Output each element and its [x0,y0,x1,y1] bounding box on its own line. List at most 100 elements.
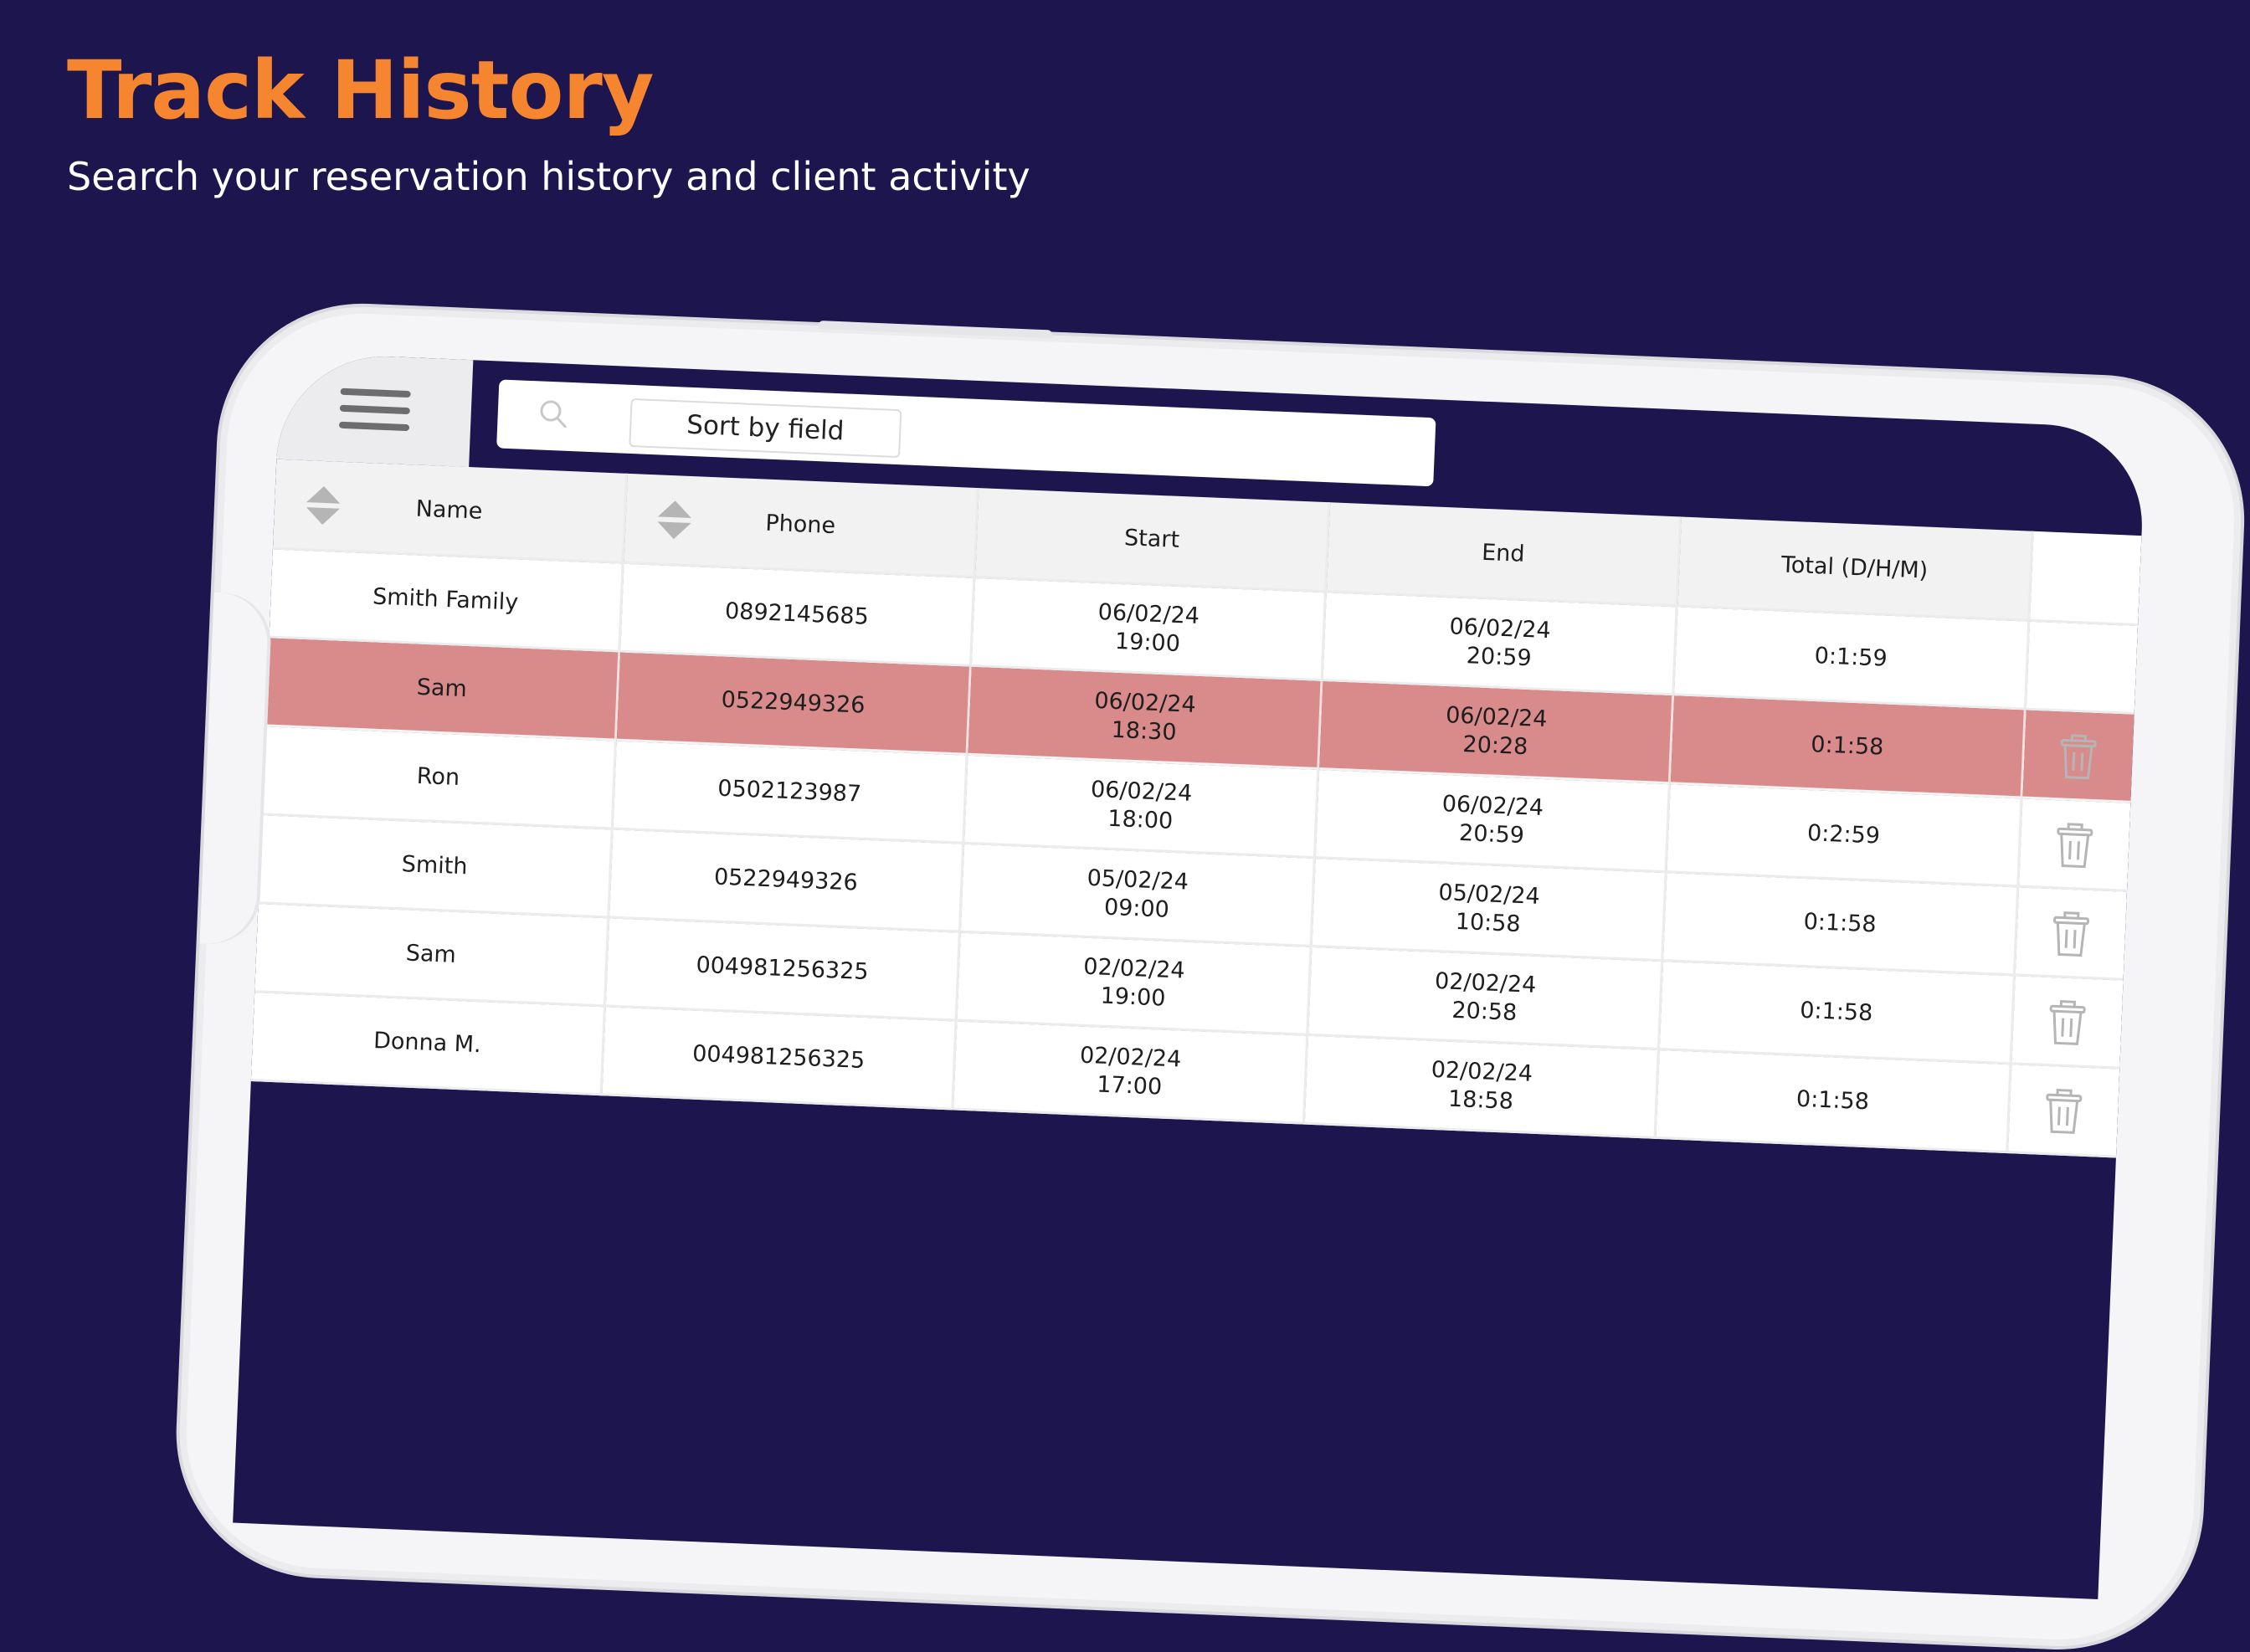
trash-icon[interactable] [2048,906,2093,958]
cell-start-text: 06/02/24 [1097,598,1200,629]
cell-start: 06/02/24 18:30 [968,666,1323,771]
cell-end-text: 06/02/24 [1441,790,1544,821]
cell-name: Smith [258,815,614,919]
cell-name: Ron [261,726,617,830]
cell-end-text: 20:59 [1458,819,1525,849]
cell-name-text: Ron [416,762,460,791]
cell-total: 0:1:58 [1663,873,2019,977]
column-header-label: Total (D/H/M) [1780,551,1929,584]
cell-total-text: 0:1:58 [1803,908,1878,937]
cell-start-text: 02/02/24 [1079,1042,1182,1073]
page-subheadline: Search your reservation history and clie… [67,154,1030,199]
cell-start: 06/02/24 19:00 [972,577,1328,682]
cell-end-text: 20:59 [1466,642,1533,671]
cell-end: 02/02/24 18:58 [1305,1035,1661,1139]
cell-end-text: 06/02/24 [1448,613,1552,644]
cell-end: 06/02/24 20:59 [1323,593,1678,696]
cell-name: Sam [265,638,621,741]
cell-start-text: 17:00 [1096,1070,1163,1100]
toolbar: Sort by field [276,351,2146,529]
column-header-total-d-h-m: Total (D/H/M) [1677,516,2034,622]
trash-icon[interactable] [2056,730,2101,782]
cell-start-text: 06/02/24 [1093,687,1197,718]
search-icon[interactable] [537,398,568,428]
column-header-actions [2029,531,2142,626]
cell-start: 06/02/24 18:00 [964,755,1320,859]
cell-actions [2007,1065,2120,1158]
cell-start-text: 19:00 [1114,628,1181,657]
cell-start: 02/02/24 19:00 [957,932,1312,1036]
cell-start-text: 18:30 [1111,716,1178,746]
cell-phone: 004981256325 [602,1007,958,1111]
column-header-label: End [1481,539,1526,567]
sort-arrows-icon[interactable] [304,484,342,527]
cell-actions [2018,798,2131,892]
table-row[interactable]: Smith 0522949326 05/02/24 09:00 05/02/24 10:5… [258,815,2127,981]
cell-name: Donna M. [250,993,606,1096]
cell-end-text: 10:58 [1455,908,1522,937]
cell-name-text: Sam [416,674,468,702]
cell-end: 05/02/24 10:58 [1312,858,1667,962]
cell-actions [2026,621,2138,715]
history-table: Name Phone Start End Total (D/H/M) Smith Fam… [250,459,2142,1158]
table-row[interactable]: Ron 0502123987 06/02/24 18:00 06/02/24 20:59 0… [261,726,2131,892]
table-row[interactable]: Sam 0522949326 06/02/24 18:30 06/02/24 20:28 0… [265,638,2134,803]
cell-total-text: 0:1:58 [1795,1085,1870,1115]
cell-phone: 004981256325 [605,918,962,1022]
cell-start-text: 09:00 [1103,894,1170,923]
cell-end-text: 20:58 [1451,997,1518,1026]
table-header-row: Name Phone Start End Total (D/H/M) [272,459,2142,626]
sort-arrows-icon[interactable] [655,498,694,541]
cell-end-text: 02/02/24 [1431,1056,1533,1087]
cell-end-text: 20:28 [1461,731,1528,760]
trash-icon[interactable] [2045,995,2090,1047]
cell-start-text: 19:00 [1100,982,1167,1012]
sort-by-field-dropdown[interactable]: Sort by field [629,398,902,459]
trash-icon[interactable] [2052,818,2097,870]
hamburger-menu-button[interactable] [276,351,474,468]
cell-actions [2011,976,2124,1070]
cell-total-text: 0:1:59 [1814,642,1888,672]
cell-end-text: 06/02/24 [1445,701,1549,732]
cell-end: 02/02/24 20:58 [1308,947,1664,1050]
column-header-label: Name [415,495,483,525]
column-header-name[interactable]: Name [272,459,629,564]
column-header-end: End [1327,502,1682,608]
cell-phone: 0502123987 [613,741,968,844]
cell-end: 06/02/24 20:28 [1319,681,1675,785]
cell-name: Sam [254,904,610,1008]
cell-phone-text: 004981256325 [695,952,870,985]
cell-phone-text: 0522949326 [721,686,866,719]
trash-icon[interactable] [2041,1084,2086,1136]
cell-end-text: 02/02/24 [1434,967,1537,998]
cell-start: 02/02/24 17:00 [953,1021,1309,1125]
cell-total: 0:1:58 [1656,1049,2011,1154]
cell-phone-text: 0892145685 [724,598,870,630]
app-screen: Sort by field Name Phone Start End Total (D/… [233,351,2146,1600]
cell-phone: 0522949326 [616,652,973,756]
cell-total: 0:2:59 [1667,784,2022,888]
cell-start-text: 18:00 [1107,805,1174,834]
cell-phone: 0522949326 [609,829,965,933]
cell-start: 05/02/24 09:00 [961,844,1317,947]
cell-name-text: Donna M. [372,1027,482,1058]
cell-total: 0:1:58 [1671,695,2027,799]
column-header-label: Phone [764,510,836,539]
cell-phone-text: 0522949326 [713,863,859,896]
search-bar[interactable]: Sort by field [496,379,1436,487]
cell-total: 0:1:58 [1660,962,2016,1065]
cell-name-text: Smith [401,850,469,880]
cell-start-text: 06/02/24 [1090,776,1193,807]
tablet-device: Sort by field Name Phone Start End Total (D/… [173,301,2247,1652]
cell-name-text: Smith Family [372,582,519,616]
column-header-phone[interactable]: Phone [624,473,979,578]
cell-start-text: 05/02/24 [1086,864,1189,895]
cell-actions [2015,887,2127,981]
cell-total-text: 0:1:58 [1799,997,1873,1026]
cell-name: Smith Family [269,549,624,653]
cell-name-text: Sam [405,939,457,968]
cell-total-text: 0:2:59 [1806,819,1881,849]
cell-phone: 0892145685 [620,563,976,667]
cell-end-text: 18:58 [1447,1085,1514,1115]
cell-actions [2021,710,2134,803]
